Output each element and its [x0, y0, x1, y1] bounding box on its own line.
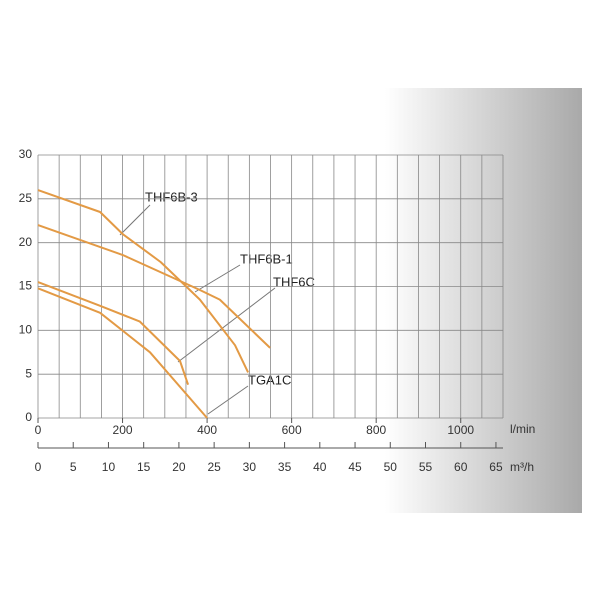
x-axis-label: l/min	[510, 422, 535, 436]
x-tick-label: 1000	[447, 423, 474, 437]
x2-tick-label: 55	[419, 460, 433, 474]
x2-tick-label: 15	[137, 460, 151, 474]
x-tick-label: 0	[35, 423, 42, 437]
x2-axis-label: m³/h	[510, 460, 534, 474]
x-tick-label: 600	[282, 423, 302, 437]
pump-curve	[37, 287, 208, 419]
x2-tick-label: 45	[348, 460, 362, 474]
pump-curve	[37, 189, 250, 373]
x2-tick-label: 25	[207, 460, 221, 474]
y-tick-label: 25	[19, 191, 33, 205]
y-tick-label: 10	[19, 323, 33, 337]
x-tick-label: 200	[113, 423, 133, 437]
x2-tick-label: 35	[278, 460, 292, 474]
x2-tick-label: 0	[35, 460, 42, 474]
curve-label: THF6C	[273, 274, 315, 289]
x2-tick-label: 20	[172, 460, 186, 474]
x2-tick-label: 60	[454, 460, 468, 474]
x-tick-label: 400	[197, 423, 217, 437]
curve-label: THF6B-3	[145, 189, 198, 204]
x2-tick-label: 5	[70, 460, 77, 474]
x2-tick-label: 10	[102, 460, 116, 474]
curve-label: THF6B-1	[240, 251, 293, 266]
y-tick-label: 5	[25, 366, 32, 380]
x2-tick-label: 30	[243, 460, 257, 474]
x-tick-label: 800	[366, 423, 386, 437]
background-shade	[385, 88, 582, 513]
pump-curve	[37, 281, 190, 386]
y-tick-label: 0	[25, 410, 32, 424]
y-tick-label: 20	[19, 235, 33, 249]
x2-tick-label: 40	[313, 460, 327, 474]
y-tick-label: 30	[19, 147, 33, 161]
y-tick-label: 15	[19, 279, 33, 293]
curve-label: TGA1C	[248, 372, 291, 387]
x2-tick-label: 65	[489, 460, 503, 474]
pump-curve	[37, 224, 271, 349]
x2-tick-label: 50	[384, 460, 398, 474]
